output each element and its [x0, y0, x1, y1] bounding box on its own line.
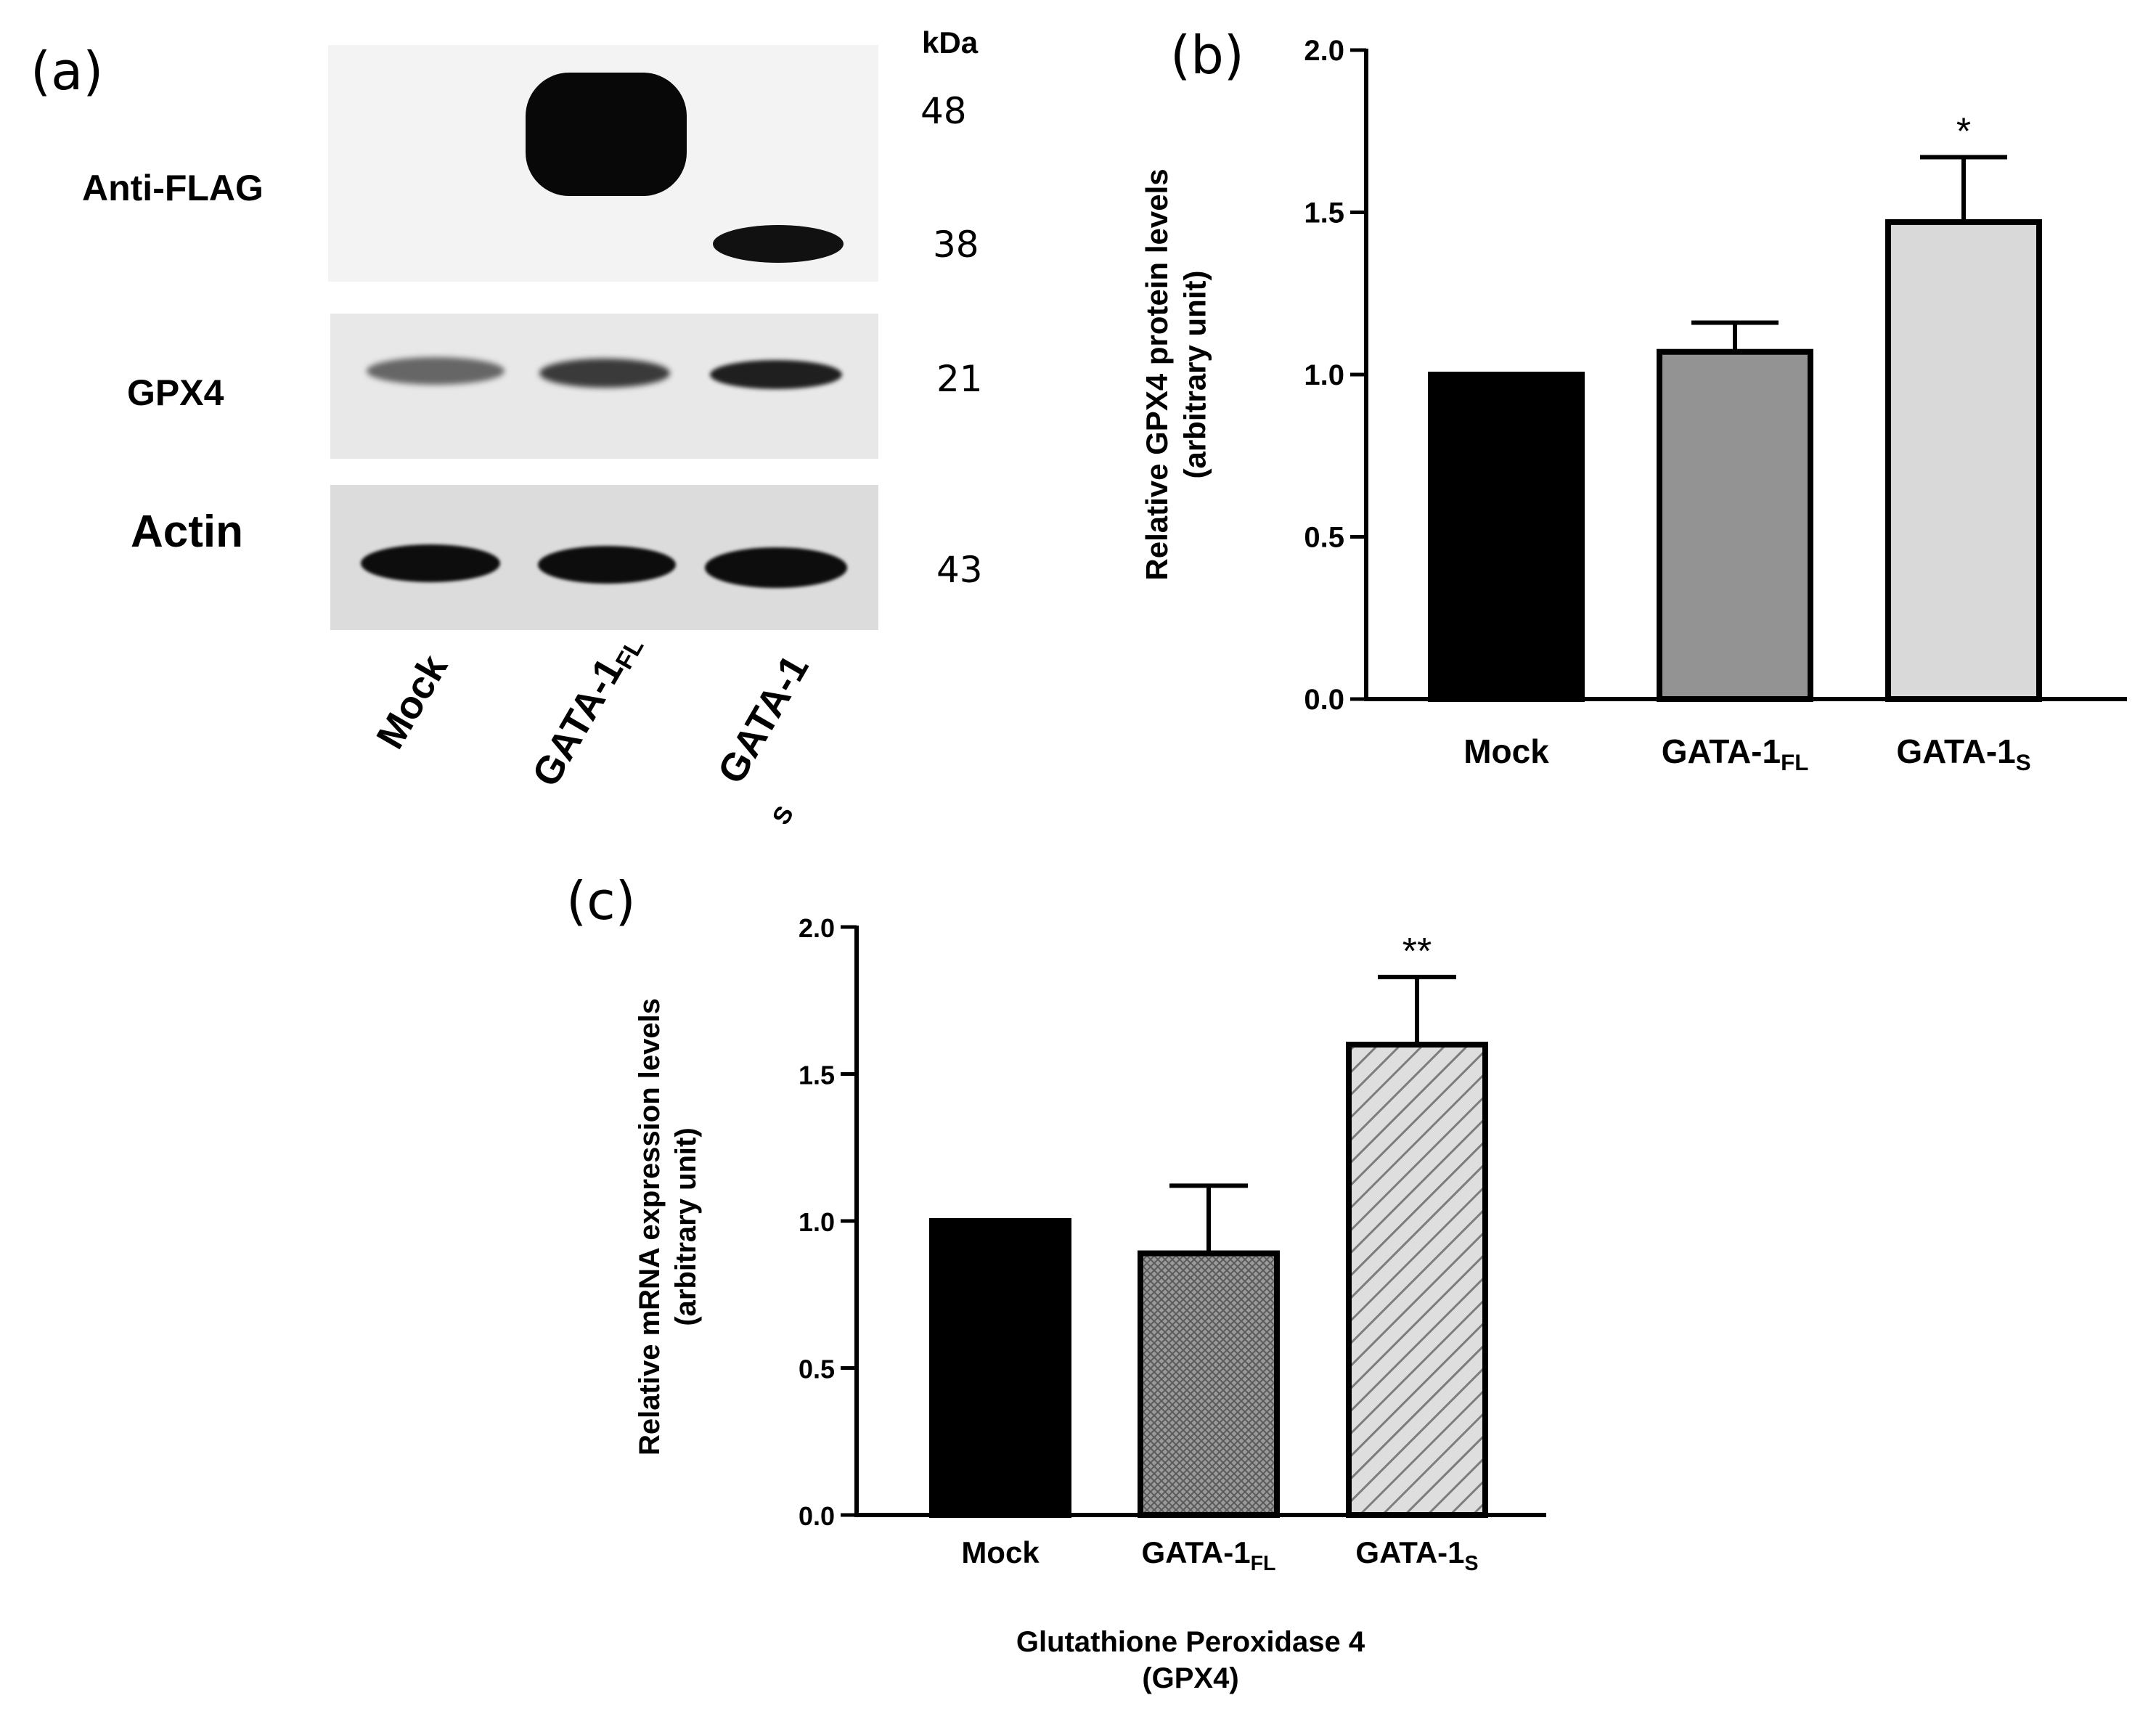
y-axis-label: Relative GPX4 protein levels	[1140, 168, 1174, 580]
band-gpx4-gata1fl	[539, 359, 670, 388]
bar	[1428, 372, 1585, 702]
y-tick-label: 0.0	[1304, 684, 1344, 716]
chart-c: 0.0 0.5 1.0 1.5 2.0 Mock GATA-1FL ** GATA-1S Rela…	[634, 913, 1546, 1694]
blot-actin	[330, 485, 878, 630]
band-actin-gata1fl	[538, 546, 676, 584]
x-axis-label: Glutathione Peroxidase 4	[1016, 1626, 1365, 1658]
y-tick-label: 2.0	[799, 913, 835, 943]
panel-c-label: (c)	[566, 870, 636, 931]
x-tick-label: GATA-1S	[1896, 732, 2030, 775]
blot-row-label-gpx4: GPX4	[127, 372, 224, 413]
y-tick-label: 1.0	[1304, 359, 1344, 391]
bar	[1346, 1042, 1488, 1518]
x-tick-label: GATA-1S	[1355, 1535, 1478, 1575]
blot-gpx4	[330, 314, 878, 459]
y-tick-label: 0.0	[799, 1501, 835, 1531]
band-gpx4-mock	[367, 357, 505, 385]
y-tick-label: 0.5	[1304, 522, 1344, 554]
blot-row-label-anti-flag: Anti-FLAG	[82, 168, 264, 208]
band-actin-gata1s	[705, 547, 847, 588]
band-gpx4-gata1s	[710, 360, 842, 389]
y-axis-label: Relative mRNA expression levels	[634, 998, 666, 1455]
panel-a-label: (a)	[30, 41, 104, 102]
y-axis-label-units: (arbitrary unit)	[1178, 270, 1212, 478]
panel-b-label: (b)	[1170, 25, 1244, 86]
chart-b: 0.0 0.5 1.0 1.5 2.0 Mock GATA-1FL * GATA-1S Relat…	[1140, 35, 2127, 775]
lane-label-gata1fl: GATA-1FL	[523, 634, 650, 794]
y-tick-label: 0.5	[799, 1355, 835, 1384]
lane-label-gata1s: GATA-1	[709, 648, 817, 791]
x-tick-label: Mock	[1463, 732, 1549, 770]
bar	[1885, 219, 2042, 703]
kda-marker-21: 21	[936, 358, 983, 400]
x-tick-label: GATA-1FL	[1142, 1535, 1276, 1575]
x-tick-label: GATA-1FL	[1662, 732, 1809, 775]
y-axis-label-units: (arbitrary unit)	[670, 1127, 702, 1326]
band-flag-gata1s	[713, 225, 844, 263]
y-tick-label: 1.0	[799, 1207, 835, 1237]
band-actin-mock	[361, 544, 500, 582]
significance-marker: *	[1956, 111, 1971, 153]
blot-anti-flag	[328, 45, 878, 282]
band-flag-gata1fl	[526, 73, 687, 196]
lane-label-gata1s-subscript: S	[767, 801, 800, 830]
kda-marker-43: 43	[936, 549, 983, 591]
kda-marker-38: 38	[933, 224, 979, 266]
bar	[1138, 1250, 1280, 1518]
bar	[929, 1218, 1071, 1518]
x-axis-label-units: (GPX4)	[1142, 1662, 1238, 1694]
y-tick-label: 1.5	[1304, 197, 1344, 229]
y-tick-label: 2.0	[1304, 35, 1344, 67]
blot-row-label-actin: Actin	[131, 507, 243, 557]
y-tick-label: 1.5	[799, 1061, 835, 1090]
significance-marker: **	[1402, 931, 1432, 973]
kda-marker-48: 48	[920, 90, 967, 132]
bar	[1657, 348, 1813, 702]
kda-header: kDa	[922, 25, 979, 60]
x-tick-label: Mock	[961, 1535, 1040, 1569]
lane-label-mock: Mock	[368, 647, 457, 756]
